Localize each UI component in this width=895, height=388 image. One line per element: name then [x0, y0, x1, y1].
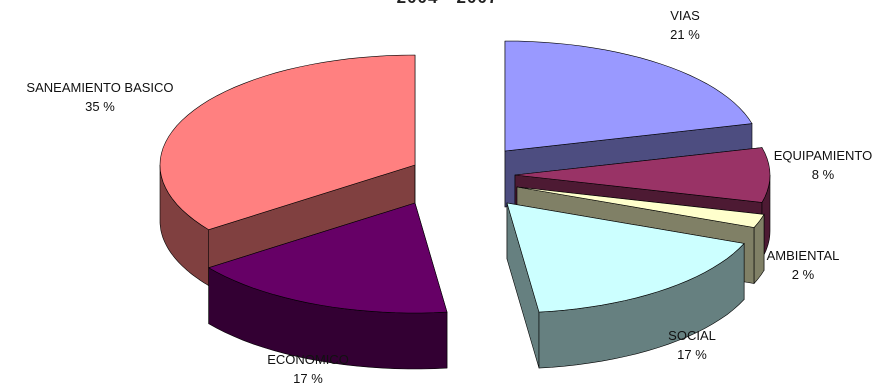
pie-slice-economico: [207, 202, 448, 314]
slice-name-ambiental: AMBIENTAL: [766, 248, 840, 263]
slice-name-saneamiento-basico: SANEAMIENTO BASICO: [26, 80, 174, 95]
slice-label-equipamiento: EQUIPAMIENTO 8 %: [768, 146, 878, 184]
slice-name-vias: VIAS: [670, 8, 700, 23]
slice-pct-ambiental: 2 %: [791, 267, 815, 282]
slice-pct-equipamiento: 8 %: [811, 167, 835, 182]
slice-name-economico: ECONOMICO: [267, 352, 349, 367]
slice-pct-economico: 17 %: [293, 371, 323, 386]
pie-slice-social: [506, 202, 745, 313]
slice-pct-social: 17 %: [677, 347, 707, 362]
slice-name-equipamiento: EQUIPAMIENTO: [773, 148, 873, 163]
slice-pct-vias: 21 %: [670, 27, 700, 42]
pie-slice-vias: [504, 40, 753, 152]
slice-label-vias: VIAS 21 %: [655, 6, 715, 44]
slice-name-social: SOCIAL: [668, 328, 716, 343]
slice-label-economico: ECONOMICO 17 %: [258, 350, 358, 388]
slice-label-saneamiento-basico: SANEAMIENTO BASICO 35 %: [10, 78, 190, 116]
pie-slice-equipamiento: [514, 147, 771, 203]
pie-slice-ambiental: [516, 186, 765, 228]
pie-slice-saneamiento-basico: [159, 54, 416, 231]
chart-title: 2004 - 2007: [0, 0, 895, 8]
slice-label-ambiental: AMBIENTAL 2 %: [758, 246, 848, 284]
slice-pct-saneamiento-basico: 35 %: [85, 99, 115, 114]
slice-label-social: SOCIAL 17 %: [652, 326, 732, 364]
